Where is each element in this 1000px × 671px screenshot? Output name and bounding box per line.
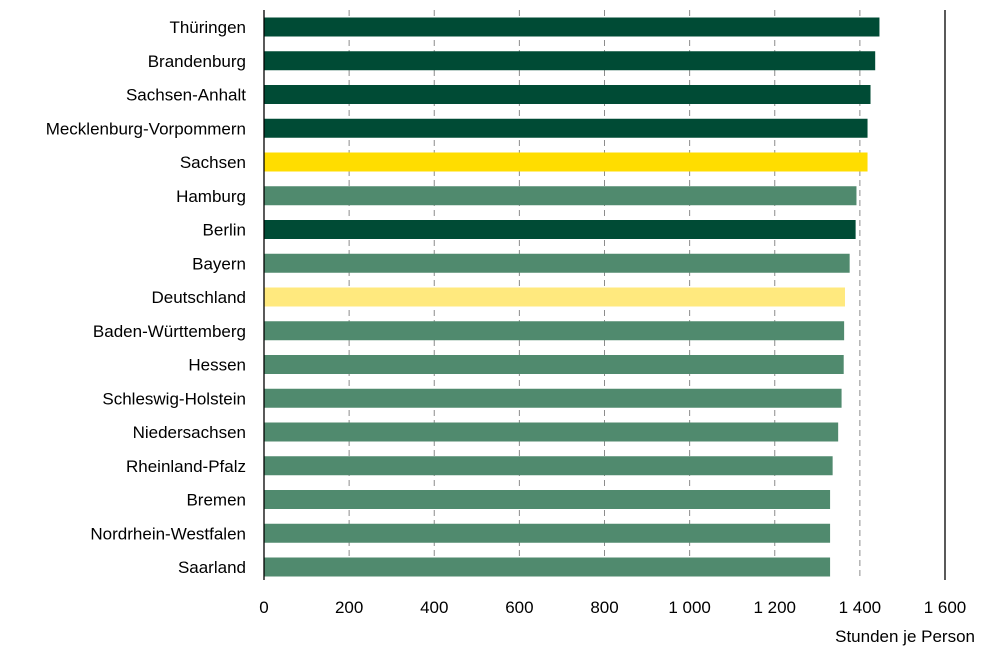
category-label: Brandenburg — [148, 52, 246, 71]
x-tick-label: 800 — [590, 598, 618, 617]
bar — [264, 287, 845, 307]
bar — [264, 456, 833, 476]
category-label: Sachsen-Anhalt — [126, 86, 246, 105]
category-label: Bremen — [186, 491, 246, 510]
bar — [264, 388, 842, 408]
bars — [264, 17, 880, 577]
tick-labels: 0 200 400 600 800 1 000 1 200 1 400 1 600 — [259, 598, 966, 617]
category-label: Thüringen — [169, 18, 246, 37]
category-label: Deutschland — [151, 288, 246, 307]
x-tick-label: 600 — [505, 598, 533, 617]
category-label: Rheinland-Pfalz — [126, 457, 246, 476]
bar — [264, 51, 876, 71]
bar — [264, 253, 850, 273]
category-label: Schleswig-Holstein — [102, 389, 246, 408]
bar — [264, 422, 839, 442]
bar — [264, 220, 856, 239]
category-label: Berlin — [203, 221, 246, 240]
x-tick-label: 1 400 — [839, 598, 882, 617]
x-tick-label: 0 — [259, 598, 268, 617]
x-tick-label: 400 — [420, 598, 448, 617]
bar — [264, 557, 831, 577]
bar — [264, 523, 831, 543]
x-tick-label: 1 000 — [668, 598, 711, 617]
category-label: Baden-Württemberg — [93, 322, 246, 341]
bar — [264, 321, 845, 341]
category-labels: Thüringen Brandenburg Sachsen-Anhalt Meckle… — [46, 18, 247, 577]
category-label: Nordrhein-Westfalen — [90, 524, 246, 543]
bar — [264, 85, 871, 104]
bar — [264, 186, 857, 206]
category-label: Hamburg — [176, 187, 246, 206]
bar — [264, 17, 880, 37]
category-label: Mecklenburg-Vorpommern — [46, 119, 246, 138]
bar — [264, 490, 831, 509]
x-tick-label: 1 600 — [924, 598, 967, 617]
bar — [264, 152, 868, 172]
bar — [264, 355, 844, 374]
category-label: Hessen — [188, 356, 246, 375]
x-tick-label: 200 — [335, 598, 363, 617]
x-tick-label: 1 200 — [753, 598, 796, 617]
bar — [264, 118, 868, 138]
category-label: Saarland — [178, 558, 246, 577]
category-label: Sachsen — [180, 153, 246, 172]
category-label: Bayern — [192, 254, 246, 273]
category-label: Niedersachsen — [133, 423, 246, 442]
axes — [263, 10, 946, 580]
x-axis-title: Stunden je Person — [835, 627, 975, 646]
